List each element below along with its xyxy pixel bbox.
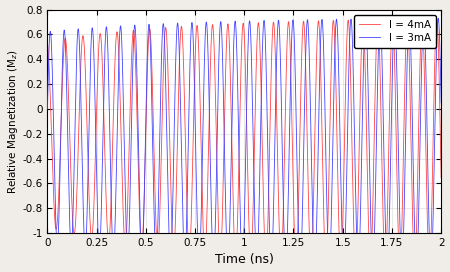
X-axis label: Time (ns): Time (ns) xyxy=(215,254,274,267)
I = 3mA xyxy=(358,218,363,221)
I = 4mA xyxy=(187,247,193,250)
I = 4mA xyxy=(295,235,300,239)
I = 4mA xyxy=(278,254,283,258)
I = 3mA xyxy=(436,17,441,20)
Legend: I = 4mA, I = 3mA: I = 4mA, I = 3mA xyxy=(354,15,436,48)
I = 4mA xyxy=(438,176,444,179)
I = 3mA xyxy=(187,62,193,65)
I = 3mA xyxy=(45,107,50,110)
Y-axis label: Relative Magnetization (M$_z$): Relative Magnetization (M$_z$) xyxy=(5,49,19,194)
I = 4mA xyxy=(64,59,70,63)
I = 4mA xyxy=(358,90,363,94)
I = 4mA xyxy=(434,17,440,21)
I = 3mA xyxy=(278,57,283,61)
Line: I = 4mA: I = 4mA xyxy=(47,19,441,265)
I = 3mA xyxy=(64,113,70,116)
I = 3mA xyxy=(438,101,444,104)
I = 3mA xyxy=(295,190,300,193)
I = 3mA xyxy=(337,98,342,101)
I = 3mA xyxy=(428,264,434,268)
I = 4mA xyxy=(427,264,432,267)
I = 4mA xyxy=(337,238,342,242)
I = 4mA xyxy=(45,41,50,45)
Line: I = 3mA: I = 3mA xyxy=(47,18,441,266)
